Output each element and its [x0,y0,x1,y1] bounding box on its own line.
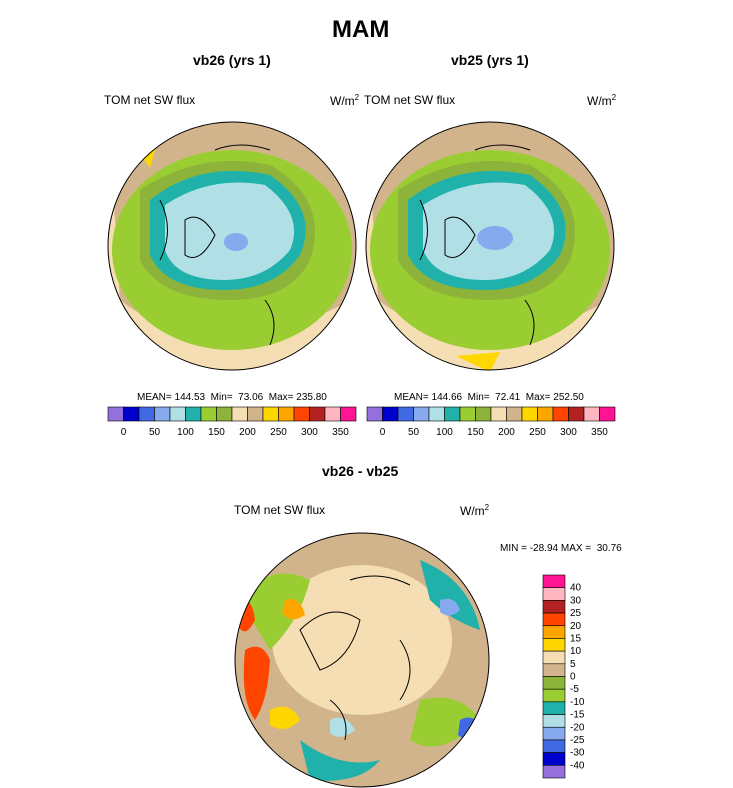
colorbar-swatch [216,406,233,422]
colorbar-left: 0 50 100 150 200 250 300 350 [107,406,357,438]
colorbar-tick-label: -15 [570,710,585,721]
colorbar-swatch [583,406,600,422]
page-title: MAM [332,16,390,43]
colorbar-tick-label: 20 [570,621,582,632]
panel-right-subtitle: vb25 (yrs 1) [451,52,529,68]
colorbar-swatch [542,663,566,677]
colorbar-swatch [542,714,566,728]
colorbar-tick-label: -10 [570,697,585,708]
colorbar-swatch [444,406,461,422]
colorbar-swatch [599,406,616,422]
colorbar-tick-label: -40 [570,760,585,771]
colorbar-swatch [542,612,566,627]
colorbar-swatch [309,406,326,422]
colorbar-swatch [185,406,202,422]
colorbar-tick-label: 5 [570,659,576,670]
colorbar-tick-label: -25 [570,735,585,746]
colorbar-swatch [169,406,186,422]
colorbar-swatch [231,406,248,422]
colorbar-swatch [542,765,566,779]
colorbar-swatch [542,587,566,601]
panel-right-stats: MEAN= 144.66 Min= 72.41 Max= 252.50 [394,392,584,403]
colorbar-swatch [542,625,566,639]
colorbar-swatch [542,688,566,703]
diff-units: W/m2 [460,503,490,518]
colorbar-swatch [542,638,566,652]
colorbar-swatch [475,406,492,422]
colorbar-swatch [542,574,566,588]
colorbar-swatch [490,406,507,422]
diff-variable: TOM net SW flux [234,503,326,517]
colorbar-tick-label: 200 [498,427,515,438]
panel-left-stats: MEAN= 144.53 Min= 73.06 Max= 235.80 [137,392,327,403]
colorbar-tick-label: 100 [436,427,453,438]
colorbar-swatch [542,676,566,690]
colorbar-tick-label: 0 [570,672,576,683]
colorbar-swatch [428,406,445,422]
colorbar-swatch [506,406,523,422]
colorbar-tick-label: -5 [570,684,579,695]
colorbar-tick-label: 40 [570,583,582,594]
map-right [366,122,614,370]
colorbar-swatch [107,406,124,422]
colorbar-right: 0 50 100 150 200 250 300 350 [366,406,616,438]
colorbar-swatch [542,739,566,753]
colorbar-swatch [413,406,430,422]
colorbar-swatch [382,406,399,422]
colorbar-tick-label: 0 [380,427,386,438]
colorbar-swatch [262,406,279,422]
diff-subtitle: vb26 - vb25 [322,463,399,479]
panel-left-variable: TOM net SW flux [104,93,196,107]
colorbar-swatch [542,600,566,614]
colorbar-swatch [247,406,264,422]
colorbar-swatch [552,406,569,422]
colorbar-tick-label: 30 [570,595,582,606]
panel-right-units: W/m2 [587,93,617,108]
colorbar-swatch [366,406,383,422]
colorbar-tick-label: 150 [208,427,225,438]
colorbar-swatch [459,406,476,422]
colorbar-swatch [521,406,538,422]
colorbar-tick-label: 350 [591,427,608,438]
colorbar-tick-label: 150 [467,427,484,438]
colorbar-swatch [397,406,414,422]
colorbar-tick-label: 250 [270,427,287,438]
map-diff [235,533,489,787]
colorbar-swatch [278,406,295,422]
colorbar-tick-label: 0 [121,427,127,438]
colorbar-swatch [123,406,140,422]
colorbar-swatch [293,406,310,422]
colorbar-tick-label: 100 [177,427,194,438]
colorbar-swatch [200,406,217,422]
panel-left-subtitle: vb26 (yrs 1) [193,52,271,68]
colorbar-tick-label: 10 [570,646,582,657]
colorbar-swatch [542,726,566,741]
colorbar-tick-label: 300 [560,427,577,438]
colorbar-tick-label: 25 [570,608,582,619]
colorbar-tick-label: 15 [570,633,582,644]
panel-right-variable: TOM net SW flux [364,93,456,107]
colorbar-tick-label: 200 [239,427,256,438]
colorbar-swatch [542,701,566,715]
colorbar-tick-label: 300 [301,427,318,438]
colorbar-swatch [138,406,155,422]
colorbar-tick-label: -30 [570,748,585,759]
colorbar-tick-label: 350 [332,427,349,438]
colorbar-swatch [542,752,566,766]
panel-left-units: W/m2 [330,93,360,108]
colorbar-tick-label: 50 [149,427,161,438]
map-left [108,122,356,370]
colorbar-swatch [537,406,554,422]
colorbar-swatch [542,650,566,665]
colorbar-tick-label: -20 [570,722,585,733]
colorbar-swatch [568,406,585,422]
colorbar-swatch [154,406,171,422]
diff-stats: MIN = -28.94 MAX = 30.76 [500,543,622,554]
colorbar-tick-label: 50 [408,427,420,438]
colorbar-swatch [340,406,357,422]
colorbar-tick-label: 250 [529,427,546,438]
colorbar-swatch [324,406,341,422]
